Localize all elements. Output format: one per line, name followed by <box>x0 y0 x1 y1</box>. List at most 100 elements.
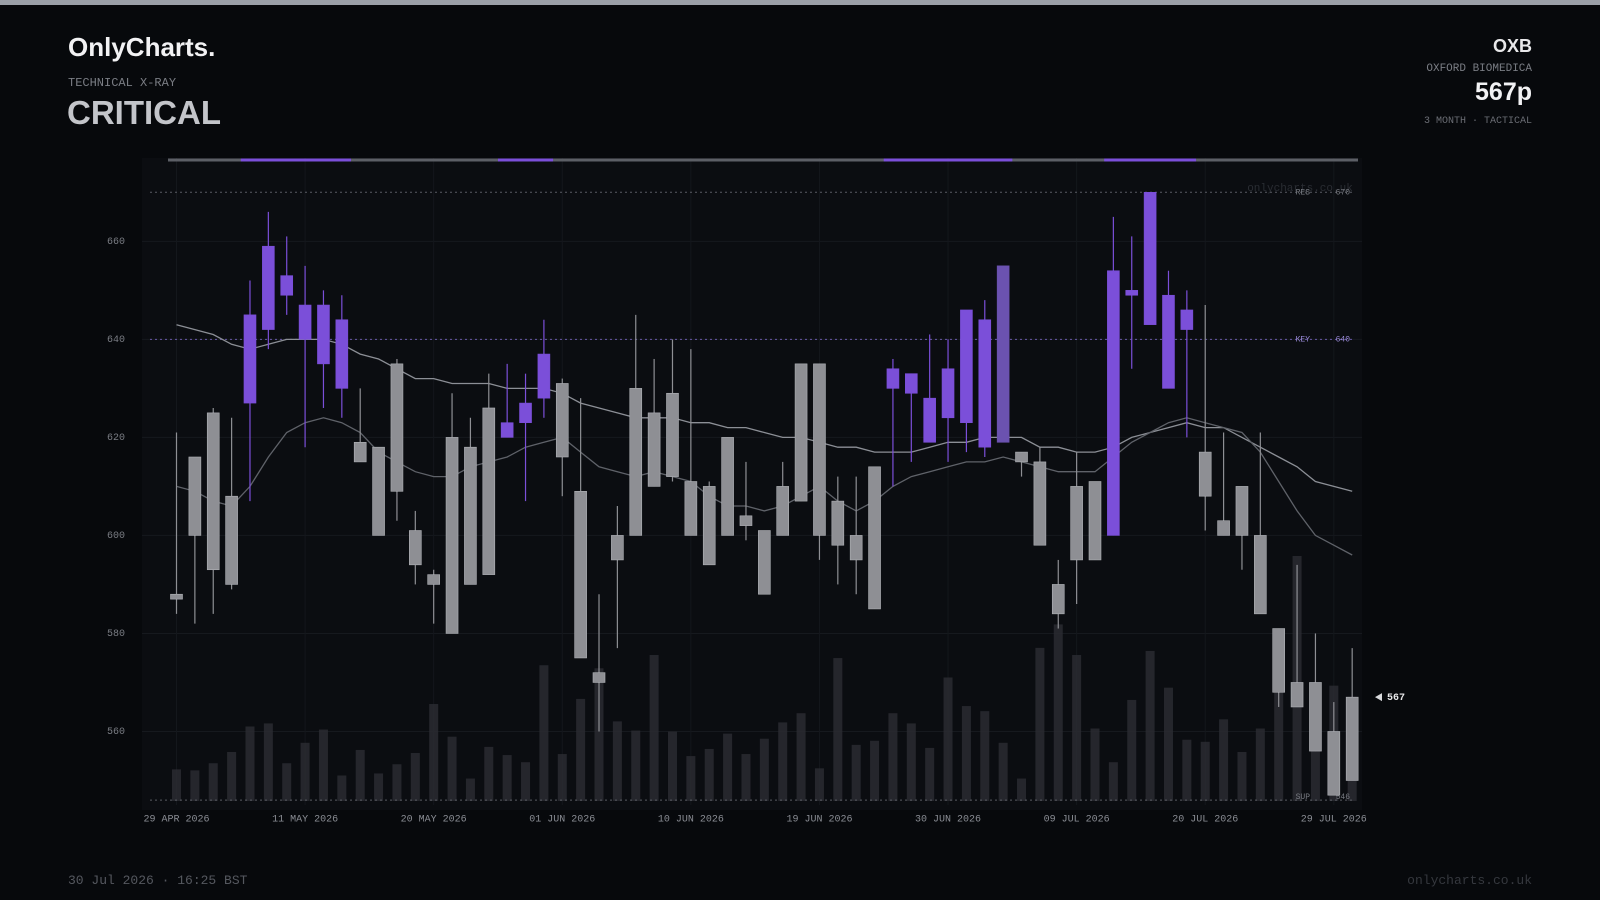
volume-bar <box>796 713 806 801</box>
volume-bar <box>925 747 935 801</box>
volume-bar <box>667 731 677 801</box>
volume-bar <box>741 754 751 801</box>
candle-body <box>555 383 569 458</box>
candle-body <box>1327 731 1341 796</box>
volume-bar <box>1127 699 1137 801</box>
candle-body <box>280 275 294 296</box>
candle-body <box>1051 584 1065 615</box>
candle-body <box>1070 486 1083 561</box>
candle-body <box>886 368 900 389</box>
volume-bar <box>300 742 310 801</box>
top-strip <box>0 0 1600 5</box>
volume-bar <box>686 756 696 801</box>
candle-body <box>739 515 753 526</box>
volume-bar <box>778 722 788 801</box>
x-tick-label: 09 JUL 2026 <box>1044 815 1110 826</box>
volume-bar <box>337 775 347 801</box>
candle-body <box>298 304 312 340</box>
candle-body <box>1107 270 1120 536</box>
candle-body <box>1143 192 1157 325</box>
status: CRITICAL <box>67 94 221 131</box>
candle-body <box>519 402 532 423</box>
volume-bar <box>1053 624 1063 801</box>
y-tick-label: 600 <box>107 531 125 542</box>
candle-body <box>758 530 771 595</box>
candle-body <box>409 530 422 566</box>
candle-body <box>960 309 973 423</box>
volume-bar <box>1200 741 1210 801</box>
candle-body <box>317 304 330 365</box>
x-tick-label: 10 JUN 2026 <box>658 815 724 826</box>
candle-body <box>684 481 698 536</box>
volume-bar <box>190 770 200 801</box>
ticker: OXB <box>1492 36 1532 56</box>
candle-body <box>702 486 716 566</box>
volume-bar <box>282 763 292 801</box>
candle-body <box>1272 628 1285 693</box>
volume-bar <box>502 755 512 801</box>
volume-bar <box>1035 647 1045 801</box>
candle-body <box>941 368 955 419</box>
level-name: SUP <box>1296 793 1311 802</box>
candle-body <box>500 422 514 438</box>
volume-bar <box>172 769 181 801</box>
candle-body <box>243 314 257 404</box>
candle-body <box>831 500 845 546</box>
candle-body <box>647 412 661 487</box>
y-tick-label: 660 <box>107 237 125 248</box>
brand: OnlyCharts. <box>68 32 216 62</box>
candle-body <box>574 491 587 659</box>
x-tick-label: 11 MAY 2026 <box>272 815 338 826</box>
volume-bar <box>704 748 714 801</box>
x-tick-label: 29 JUL 2026 <box>1301 815 1367 826</box>
candle-body <box>225 495 238 585</box>
candle-body <box>390 363 404 492</box>
volume-bar <box>594 668 604 801</box>
volume-bar <box>943 677 953 801</box>
candle-body <box>1125 290 1139 296</box>
horizon: 3 MONTH · TACTICAL <box>1423 116 1532 127</box>
candle-body <box>445 437 459 634</box>
level-value: 670 <box>1336 188 1351 197</box>
candle-body <box>978 319 992 448</box>
candle-body <box>353 441 367 463</box>
x-tick-label: 19 JUN 2026 <box>786 815 852 826</box>
candle-body <box>427 574 440 585</box>
volume-bar <box>906 723 916 801</box>
volume-bar <box>1237 752 1247 801</box>
volume-bar <box>723 733 733 801</box>
y-tick-label: 580 <box>107 629 125 640</box>
volume-bar <box>484 746 494 801</box>
volume-bar <box>1072 655 1082 801</box>
volume-bar <box>814 768 824 801</box>
candle-body <box>1162 294 1175 389</box>
volume-bar <box>1310 706 1320 801</box>
last-price-label: 567 <box>1387 693 1405 704</box>
level-name: KEY <box>1296 335 1311 344</box>
last-price-arrow <box>1375 693 1382 702</box>
candle-body <box>188 456 202 536</box>
volume-bar <box>1017 778 1027 801</box>
volume-bar <box>447 736 457 801</box>
candle-body <box>904 373 918 394</box>
candle-body <box>1198 451 1212 497</box>
x-tick-label: 01 JUN 2026 <box>529 815 595 826</box>
candle-body <box>537 353 551 399</box>
volume-bar <box>888 713 898 801</box>
y-tick-label: 620 <box>107 433 125 444</box>
ma-line <box>176 324 1353 492</box>
candle-body <box>1180 309 1194 330</box>
candle-body <box>592 672 606 683</box>
volume-bar <box>961 706 971 801</box>
candle-body <box>1217 520 1230 536</box>
volume-bar <box>1145 650 1155 801</box>
volume-bar <box>465 778 475 801</box>
volume-bar <box>870 740 880 801</box>
level-value: 546 <box>1336 793 1351 802</box>
ma-line <box>176 417 1353 556</box>
volume-bar <box>208 763 218 801</box>
candle-body <box>923 397 936 443</box>
candle-body <box>206 412 220 571</box>
